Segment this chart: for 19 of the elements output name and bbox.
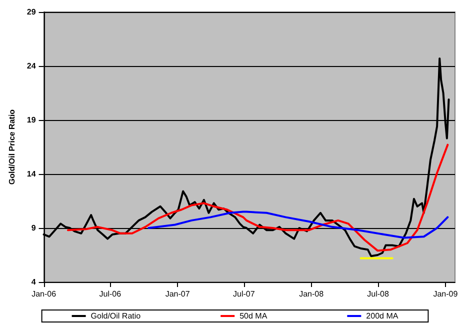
x-tick-label: Jul-06 [99,290,122,298]
legend-label: 200d MA [366,312,399,320]
line-series [66,144,449,252]
y-tick-label: 4 [31,278,36,286]
y-tick-label: 19 [26,116,36,124]
legend-label: 50d MA [240,312,268,320]
x-tick-label: Jan-06 [32,290,57,298]
y-tick-label: 24 [26,62,36,70]
x-tick-label: Jan-08 [299,290,324,298]
line-series [148,210,449,239]
y-tick-label: 14 [26,170,36,178]
legend-label: Gold/Oil Ratio [90,312,142,320]
x-tick-label: Jul-07 [233,290,256,298]
y-axis-title: Gold/Oil Price Ratio [8,109,16,185]
y-tick-label: 9 [31,224,36,232]
x-tick-label: Jul-08 [367,290,390,298]
x-tick-label: Jan-09 [433,290,458,298]
x-tick-label: Jan-07 [165,290,190,298]
y-tick-label: 29 [26,8,36,16]
